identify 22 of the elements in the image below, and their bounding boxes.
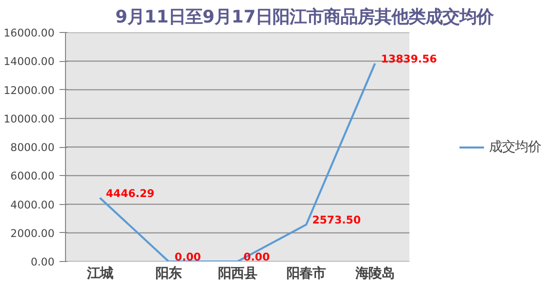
chart-title: 9月11日至9月17日阳江市商品房其他类成交均价 xyxy=(115,8,495,28)
x-tick-label: 海陵岛 xyxy=(354,266,394,282)
y-tick-label: 14000.00 xyxy=(4,55,55,68)
data-label: 13839.56 xyxy=(380,52,437,66)
y-tick-label: 4000.00 xyxy=(10,198,55,212)
x-tick-label: 阳东 xyxy=(156,266,182,282)
legend-label: 成交均价 xyxy=(489,138,541,156)
line-series xyxy=(98,62,376,262)
y-tick-label: 2000.00 xyxy=(10,226,55,240)
y-tick-label: 12000.00 xyxy=(4,84,55,97)
y-tick-label: 8000.00 xyxy=(10,141,55,154)
y-tick-label: 16000.00 xyxy=(4,26,55,40)
y-tick-label: 0.00 xyxy=(30,256,55,268)
y-tick-label: 10000.00 xyxy=(4,112,55,126)
y-tick-label: 6000.00 xyxy=(10,170,55,183)
x-tick-label: 阳西县 xyxy=(218,266,257,282)
data-label: 2573.50 xyxy=(312,214,361,227)
data-label: 0.00 xyxy=(243,250,270,264)
data-label: 4446.29 xyxy=(106,186,154,200)
x-tick-label: 江城 xyxy=(86,266,113,282)
x-tick-label: 阳春市 xyxy=(286,266,326,282)
data-label: 0.00 xyxy=(174,250,201,264)
